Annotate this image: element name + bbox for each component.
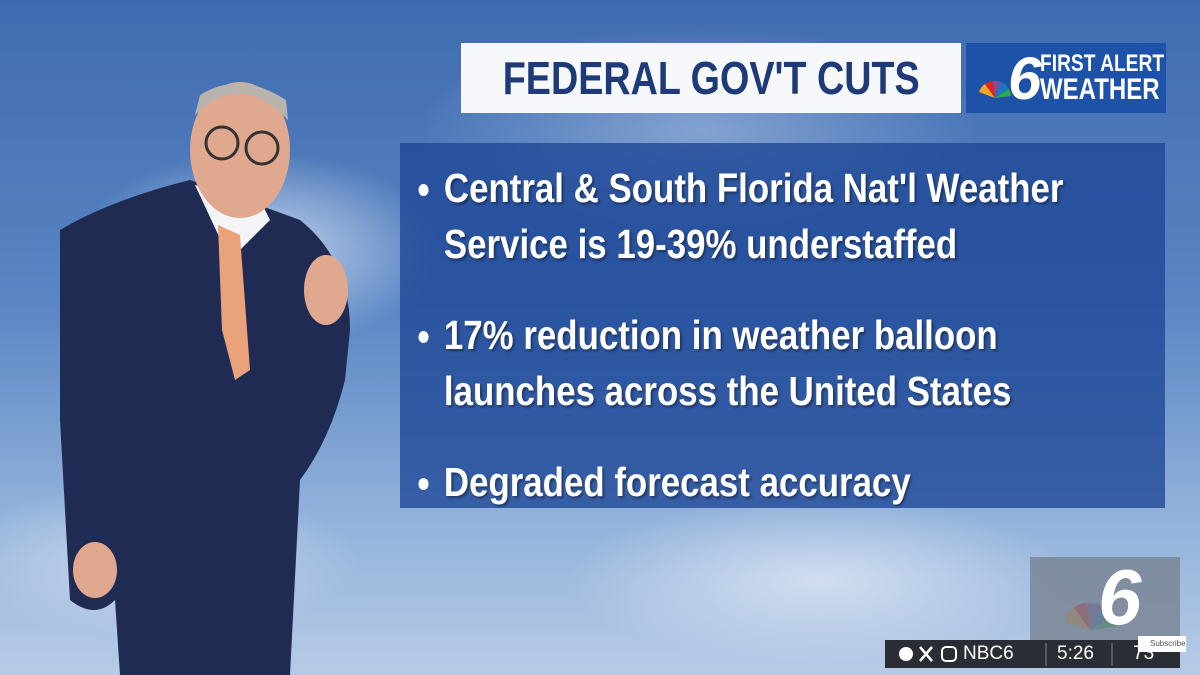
corner-logo: 6 <box>1098 553 1142 641</box>
bullet-dot <box>418 478 429 490</box>
title: FEDERAL GOV'T CUTS <box>502 52 920 104</box>
bullet-item: Degraded forecast accuracy <box>415 454 1150 510</box>
bullet-text: Degraded forecast accuracy <box>443 459 911 505</box>
bullet-dot <box>418 184 429 196</box>
logo-line: WEATHER <box>1040 73 1160 106</box>
bullet-dot <box>418 331 429 343</box>
logo-box <box>966 43 1166 113</box>
bullet-panel <box>400 143 1165 508</box>
bullet-list: Central & South Florida Nat'l Weather Se… <box>415 160 1150 545</box>
peacock-icon <box>979 80 1011 98</box>
ticker-handle: NBC6 <box>963 643 1014 664</box>
bullet-text: Central & South Florida Nat'l Weather Se… <box>443 165 1064 267</box>
corner-logo-box <box>1030 557 1180 640</box>
bullet-item: Central & South Florida Nat'l Weather Se… <box>415 160 1150 272</box>
ticker-time: 5:26 <box>1057 643 1094 664</box>
bullet-item: 17% reduction in weather balloon launche… <box>415 307 1150 419</box>
bullet-text: 17% reduction in weather balloon launche… <box>443 312 1012 414</box>
logo-line: FIRST ALERT <box>1040 50 1165 77</box>
title-banner: FEDERAL GOV'T CUTS <box>461 43 961 113</box>
logo-number: 6 <box>1008 45 1042 112</box>
subscribe-button[interactable]: Subscribe <box>1138 636 1186 652</box>
ticker-bar <box>885 640 1180 668</box>
